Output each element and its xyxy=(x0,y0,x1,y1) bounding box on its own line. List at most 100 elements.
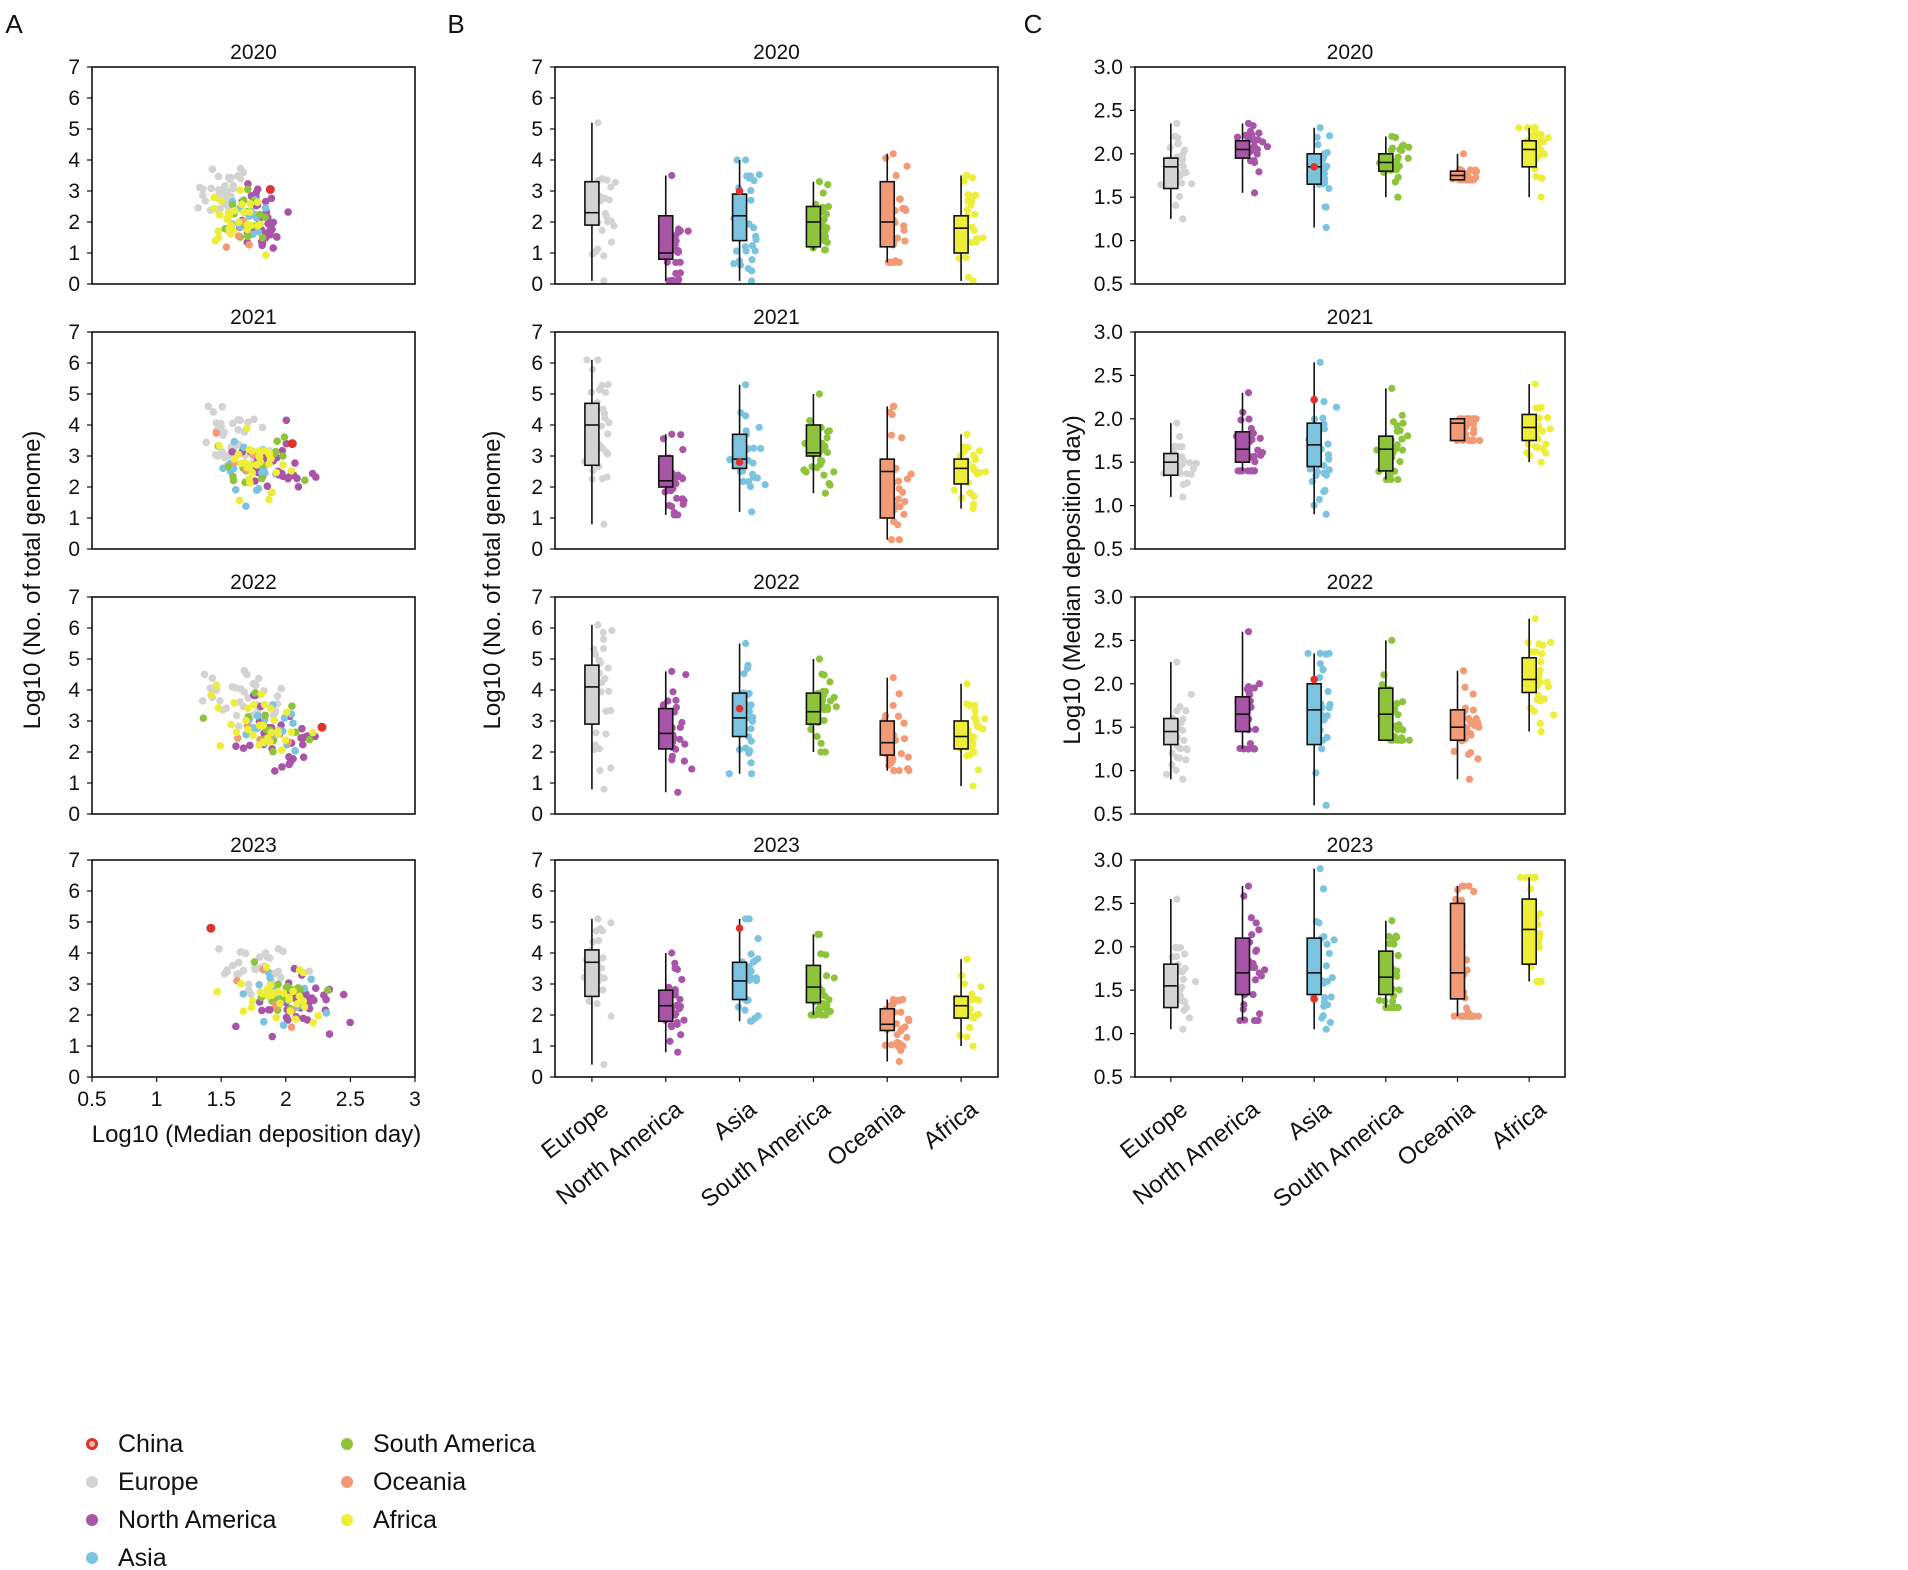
box-point xyxy=(815,178,824,186)
scatter-point xyxy=(261,204,270,212)
box-point xyxy=(1250,1016,1259,1025)
scatter-point xyxy=(235,496,244,505)
box-oceania xyxy=(879,458,896,519)
y-tick-label: 6 xyxy=(68,87,80,110)
scatter-point xyxy=(245,208,254,216)
box-point xyxy=(1166,144,1174,152)
box-point xyxy=(1391,178,1399,186)
scatter-point xyxy=(215,211,224,219)
box-point xyxy=(1325,184,1333,193)
box-point xyxy=(1531,380,1539,388)
box-point xyxy=(602,730,610,738)
box-point xyxy=(674,788,682,796)
box-point xyxy=(1319,885,1328,893)
scatter-point xyxy=(259,721,268,730)
box-point xyxy=(1183,479,1191,487)
box-point xyxy=(821,246,830,254)
box-point xyxy=(743,664,752,672)
box-africa xyxy=(1521,139,1537,168)
box-point xyxy=(668,667,676,676)
box-point xyxy=(813,732,821,741)
plot-frame xyxy=(554,66,999,285)
box-point xyxy=(1248,931,1256,939)
box-point xyxy=(1322,801,1330,809)
box-point xyxy=(1395,986,1403,994)
box-point xyxy=(1253,150,1261,158)
box-point xyxy=(1393,699,1401,708)
box-point xyxy=(894,477,903,485)
box-point xyxy=(682,671,690,679)
box-point xyxy=(747,737,755,745)
y-tick-label: 4 xyxy=(531,679,543,702)
scatter-point xyxy=(232,711,241,720)
scatter-point xyxy=(277,973,285,982)
box-point xyxy=(964,190,972,199)
scatter-point xyxy=(268,991,276,999)
x-tick-label: 1 xyxy=(151,1088,163,1111)
scatter-point xyxy=(280,433,289,442)
scatter-point xyxy=(224,462,233,471)
box-point xyxy=(599,635,608,643)
y-tick-label: 4 xyxy=(531,414,543,437)
box-point xyxy=(822,972,831,980)
box-point xyxy=(601,388,610,396)
scatter-point xyxy=(339,990,348,999)
scatter-point xyxy=(279,452,287,460)
y-tick-label: 1 xyxy=(68,507,80,530)
box-point xyxy=(1250,467,1259,475)
scatter-point xyxy=(258,241,266,250)
box-point xyxy=(1469,706,1477,714)
y-tick-label: 2 xyxy=(68,1004,80,1027)
legend-label: Oceania xyxy=(373,1468,466,1496)
scatter-point xyxy=(247,1003,256,1012)
box-point xyxy=(1172,201,1180,210)
box-point xyxy=(1547,638,1555,647)
y-tick-label: 0 xyxy=(68,803,80,826)
box-point xyxy=(1182,707,1190,715)
box-point xyxy=(981,715,989,723)
box-point xyxy=(1172,766,1180,774)
scatter-point xyxy=(256,220,265,228)
box-point xyxy=(1537,146,1545,154)
box-point xyxy=(604,664,612,672)
box-point xyxy=(1458,1012,1466,1020)
y-tick-label: 4 xyxy=(531,942,543,965)
box-point xyxy=(1470,887,1478,896)
box-point xyxy=(1325,949,1333,958)
scatter-point xyxy=(289,987,298,996)
box-point xyxy=(601,414,609,422)
box-point xyxy=(1313,133,1321,141)
y-tick-label: 3.0 xyxy=(1094,56,1123,79)
legend-marker-north-america xyxy=(86,1514,98,1526)
y-tick-label: 3.0 xyxy=(1094,849,1123,872)
box-point xyxy=(894,712,903,720)
scatter-point xyxy=(261,711,270,720)
box-point xyxy=(1536,138,1544,146)
box-point xyxy=(747,196,755,204)
scatter-point xyxy=(253,711,262,720)
scatter-point xyxy=(279,1021,288,1030)
scatter-point xyxy=(228,448,236,456)
box-point xyxy=(950,486,958,494)
scatter-point xyxy=(274,730,283,739)
box-point xyxy=(1191,978,1200,986)
box-point xyxy=(1375,996,1383,1004)
box-point xyxy=(688,765,696,773)
x-category-label: Africa xyxy=(1486,1095,1551,1154)
legend-marker-africa xyxy=(341,1514,353,1526)
box-point xyxy=(813,1010,821,1019)
box-point xyxy=(747,967,755,975)
box-point xyxy=(739,477,747,486)
scatter-point xyxy=(217,197,226,205)
box-point xyxy=(1323,162,1331,170)
box-point xyxy=(1157,181,1165,189)
y-tick-label: 1 xyxy=(531,1035,543,1058)
box-point xyxy=(899,995,907,1004)
box-point xyxy=(1469,690,1477,698)
scatter-point xyxy=(215,441,223,450)
box-point xyxy=(1325,466,1333,474)
box-point xyxy=(1255,926,1263,934)
box-point xyxy=(1321,203,1329,211)
box-point xyxy=(1390,935,1398,943)
box-europe xyxy=(584,664,600,725)
